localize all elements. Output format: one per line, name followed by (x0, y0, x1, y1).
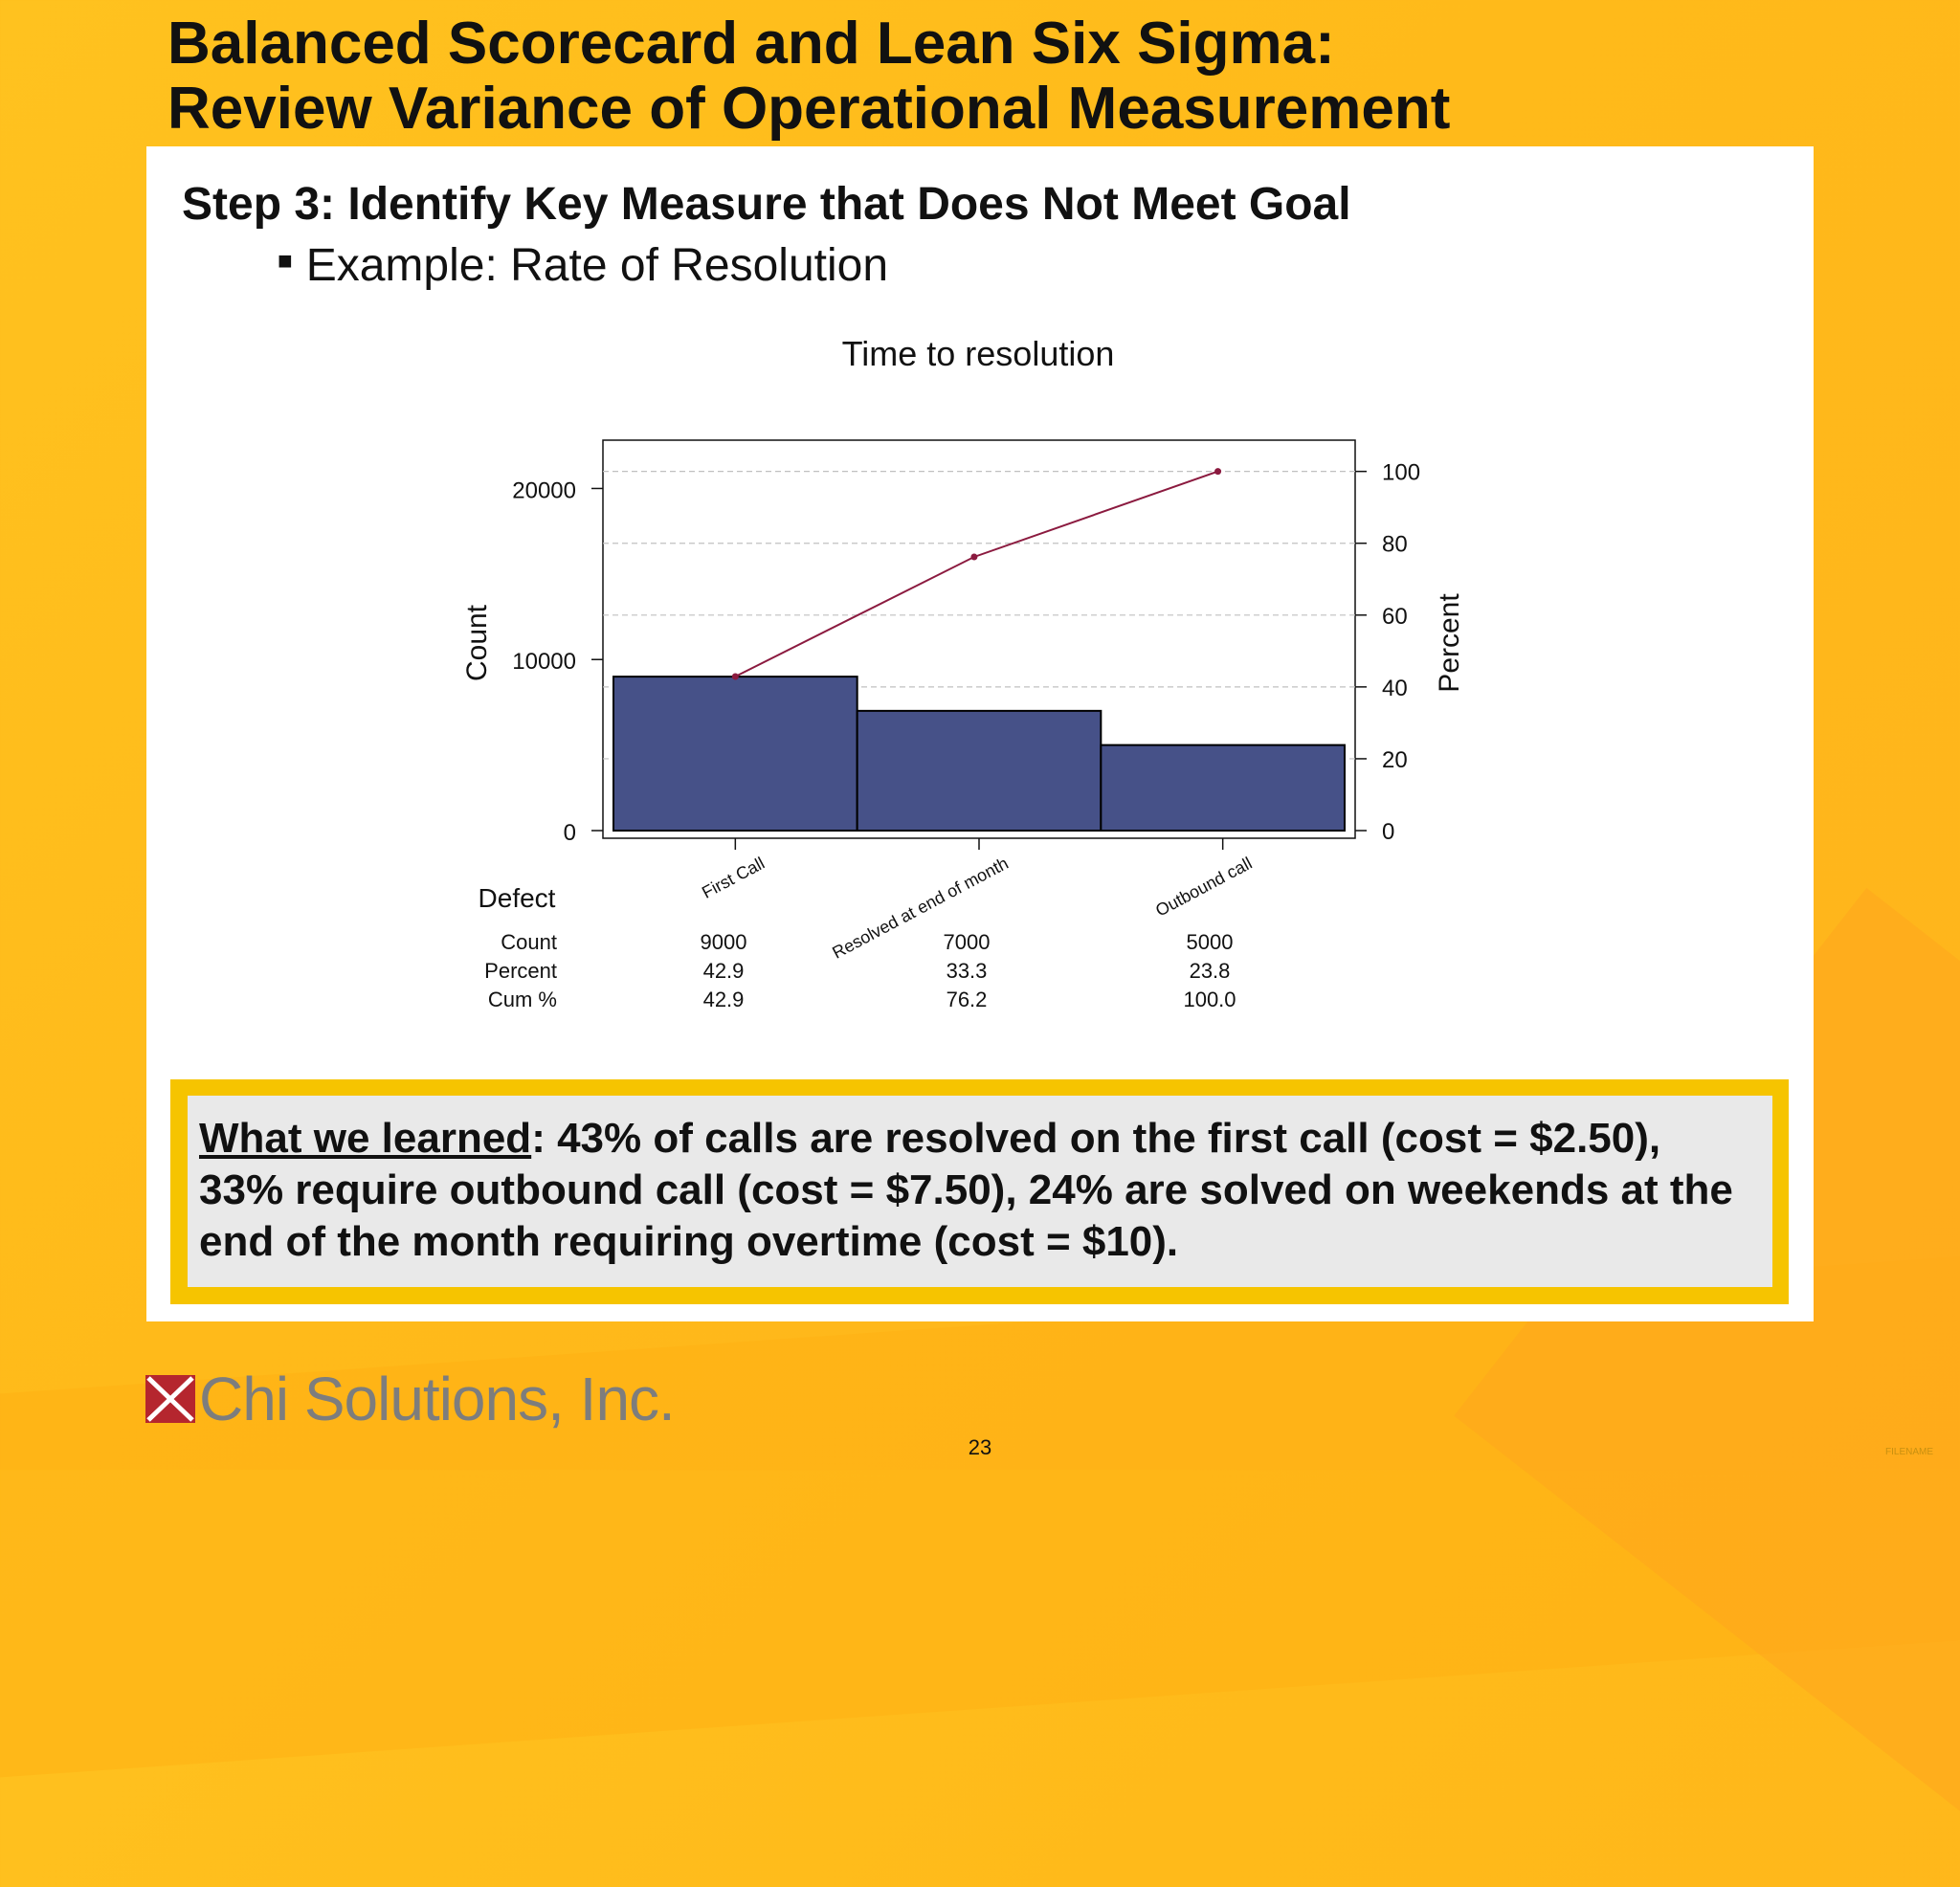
chi-x-logo-icon (145, 1375, 195, 1423)
bar (856, 709, 1102, 832)
y2-tick-label: 80 (1382, 532, 1408, 558)
bar (612, 676, 858, 832)
table-cell: 9000 (701, 930, 747, 954)
y2-tick-label: 20 (1382, 747, 1408, 773)
slide-title-line-1: Balanced Scorecard and Lean Six Sigma: (167, 11, 1335, 77)
y2-tick-label: 100 (1382, 460, 1420, 486)
table-cell: 42.9 (703, 959, 745, 983)
y2-tick-label: 60 (1382, 604, 1408, 630)
learned-text: What we learned: 43% of calls are resolv… (199, 1113, 1749, 1268)
cumulative-point (970, 553, 978, 561)
table-cell: 33.3 (947, 959, 988, 983)
learned-callout (188, 1096, 1772, 1287)
slide-title: Balanced Scorecard and Lean Six Sigma: R… (167, 11, 1450, 142)
x-tick-label: Outbound call (1152, 854, 1255, 921)
table-cell: 42.9 (703, 988, 745, 1011)
y-tick-label: 0 (564, 820, 576, 846)
y2-tick-label: 40 (1382, 676, 1408, 701)
table-row-label: Cum % (488, 988, 557, 1011)
company-name: Chi Solutions, Inc. (199, 1365, 676, 1433)
learned-label: What we learned (199, 1115, 532, 1162)
x-tick-label: First Call (699, 854, 768, 902)
cumulative-point (1214, 468, 1222, 476)
page-number: 23 (968, 1435, 992, 1459)
table-cell: 5000 (1187, 930, 1234, 954)
table-cell: 7000 (944, 930, 991, 954)
y-axis-label: Count (461, 604, 493, 681)
chart-title: Time to resolution (842, 334, 1115, 373)
bar (1100, 744, 1347, 832)
table-row-label: Count (501, 930, 557, 954)
step-heading: Step 3: Identify Key Measure that Does N… (182, 179, 1351, 230)
square-bullet-icon: ■ (278, 246, 293, 275)
cumulative-point (731, 673, 739, 680)
learned-body: : 43% of calls are resolved on the first… (199, 1115, 1733, 1265)
y2-axis-label: Percent (1434, 593, 1465, 693)
y-tick-label: 10000 (512, 649, 576, 675)
table-cell: 23.8 (1190, 959, 1231, 983)
y2-tick-label: 0 (1382, 819, 1394, 845)
cumulative-line (734, 470, 1218, 677)
slide-title-line-2: Review Variance of Operational Measureme… (167, 76, 1451, 142)
table-row-label: Percent (484, 959, 557, 983)
footer-filename: FILENAME (1885, 1447, 1934, 1457)
bullet-text: Example: Rate of Resolution (305, 240, 889, 291)
table-cell: 76.2 (947, 988, 988, 1011)
bullet-item: ■ Example: Rate of Resolution (278, 239, 888, 292)
table-row-header: Defect (479, 883, 556, 913)
table-cell: 100.0 (1183, 988, 1236, 1011)
pareto-chart: Time to resolution 0 10000 20000 0 20 40 60 80 1… (461, 334, 1465, 1011)
y-tick-label: 20000 (512, 477, 576, 503)
